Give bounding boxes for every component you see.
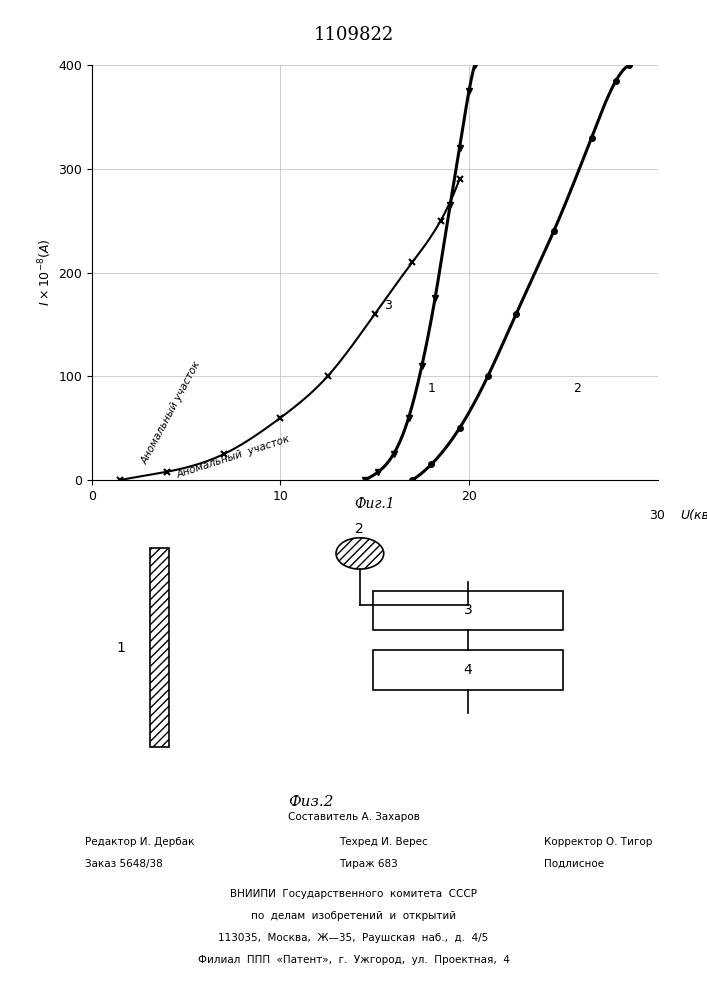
Text: Техред И. Верес: Техред И. Верес — [339, 837, 428, 847]
Text: Заказ 5648/38: Заказ 5648/38 — [85, 859, 163, 869]
Text: Аномальный участок: Аномальный участок — [139, 359, 203, 466]
Text: 3: 3 — [384, 299, 392, 312]
Text: Филиал  ППП  «Патент»,  г.  Ужгород,  ул.  Проектная,  4: Филиал ППП «Патент», г. Ужгород, ул. Про… — [197, 955, 510, 965]
Text: 30: 30 — [650, 509, 665, 522]
Text: Тираж 683: Тираж 683 — [339, 859, 398, 869]
Y-axis label: $I \times 10^{-8}(A)$: $I \times 10^{-8}(A)$ — [37, 239, 54, 306]
Text: Редактор И. Дербак: Редактор И. Дербак — [85, 837, 194, 847]
Text: 3: 3 — [464, 603, 472, 617]
Bar — [150, 548, 169, 747]
Text: 1: 1 — [428, 382, 436, 395]
Text: 4: 4 — [464, 663, 472, 677]
Text: Аномальный  участок: Аномальный участок — [175, 434, 291, 480]
Text: 2: 2 — [356, 522, 364, 536]
Text: 1: 1 — [117, 641, 126, 654]
Text: Фиг.1: Фиг.1 — [354, 497, 395, 511]
Text: по  делам  изобретений  и  открытий: по делам изобретений и открытий — [251, 911, 456, 921]
Text: 2: 2 — [573, 382, 580, 395]
Bar — [373, 650, 563, 690]
Text: ВНИИПИ  Государственного  комитета  СССР: ВНИИПИ Государственного комитета СССР — [230, 889, 477, 899]
Text: Подлисное: Подлисное — [544, 859, 604, 869]
Ellipse shape — [336, 538, 384, 569]
Text: Физ.2: Физ.2 — [288, 795, 334, 809]
Text: 113035,  Москва,  Ж—35,  Раушская  наб.,  д.  4/5: 113035, Москва, Ж—35, Раушская наб., д. … — [218, 933, 489, 943]
Text: Составитель А. Захаров: Составитель А. Захаров — [288, 812, 419, 822]
Bar — [373, 590, 563, 630]
Text: 1109822: 1109822 — [313, 26, 394, 44]
Text: U(кв): U(кв) — [680, 509, 707, 522]
Text: Корректор О. Тигор: Корректор О. Тигор — [544, 837, 653, 847]
